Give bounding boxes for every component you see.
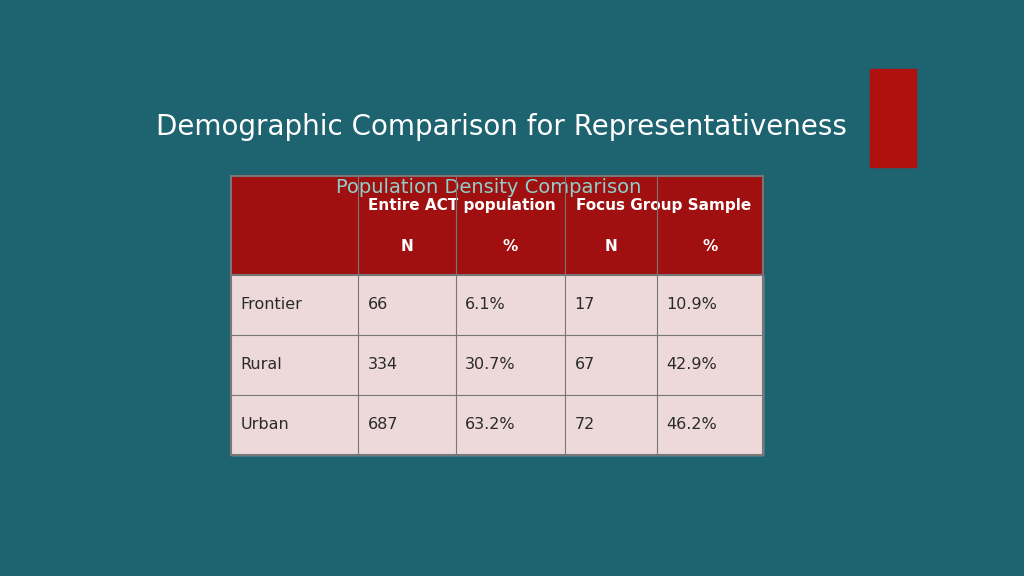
Text: 66: 66 (368, 297, 388, 312)
FancyBboxPatch shape (231, 335, 763, 395)
Text: 687: 687 (368, 418, 398, 433)
FancyBboxPatch shape (231, 275, 763, 335)
Text: Focus Group Sample: Focus Group Sample (577, 198, 752, 213)
Text: %: % (702, 240, 718, 255)
Text: Demographic Comparison for Representativeness: Demographic Comparison for Representativ… (156, 113, 847, 142)
Text: N: N (400, 240, 414, 255)
Text: 17: 17 (574, 297, 595, 312)
Text: Frontier: Frontier (241, 297, 302, 312)
Text: 334: 334 (368, 357, 398, 372)
Text: Population Density Comparison: Population Density Comparison (337, 178, 642, 197)
Text: %: % (503, 240, 518, 255)
Text: 6.1%: 6.1% (465, 297, 506, 312)
FancyBboxPatch shape (231, 176, 763, 275)
Text: 30.7%: 30.7% (465, 357, 516, 372)
Text: 10.9%: 10.9% (666, 297, 717, 312)
Text: 72: 72 (574, 418, 595, 433)
Text: 67: 67 (574, 357, 595, 372)
Text: N: N (604, 240, 617, 255)
Text: 42.9%: 42.9% (666, 357, 717, 372)
FancyBboxPatch shape (870, 69, 916, 166)
Text: Entire ACT population: Entire ACT population (368, 198, 555, 213)
Text: 63.2%: 63.2% (465, 418, 516, 433)
Text: Rural: Rural (241, 357, 283, 372)
FancyBboxPatch shape (231, 395, 763, 455)
Text: 46.2%: 46.2% (666, 418, 717, 433)
Text: Urban: Urban (241, 418, 290, 433)
